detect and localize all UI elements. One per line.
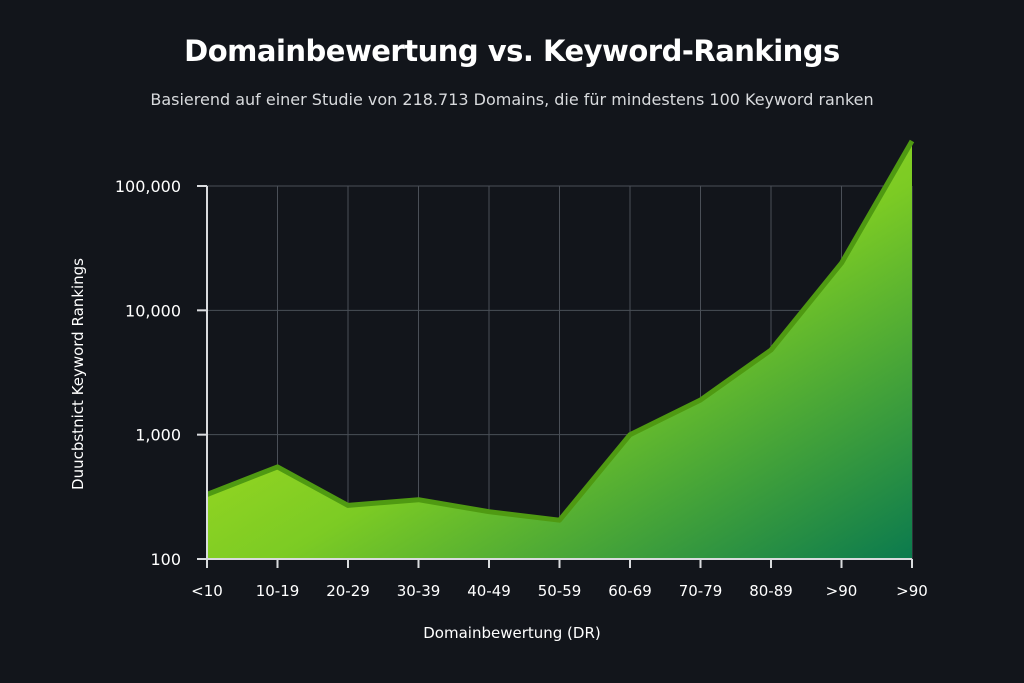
area-fill xyxy=(207,141,912,559)
tick-labels: 100 1,000 10,000 100,000 <10 10-19 20-29 30-39 4… xyxy=(115,177,928,600)
chart-title: Domainbewertung vs. Keyword-Rankings xyxy=(184,34,840,68)
y-tick-label: 100,000 xyxy=(115,177,181,196)
x-tick-label: 10-19 xyxy=(256,582,300,600)
x-axis-label: Domainbewertung (DR) xyxy=(423,624,601,642)
x-tick-label: <10 xyxy=(191,582,223,600)
x-tick-label: >90 xyxy=(896,582,928,600)
x-tick-label: 60-69 xyxy=(608,582,652,600)
x-tick-label: 20-29 xyxy=(326,582,370,600)
x-tick-label: 30-39 xyxy=(397,582,441,600)
series-area xyxy=(206,139,915,559)
y-tick-label: 1,000 xyxy=(135,426,181,445)
axes xyxy=(197,185,913,568)
chart-subtitle: Basierend auf einer Studie von 218.713 D… xyxy=(150,90,874,109)
x-tick-label: 70-79 xyxy=(679,582,723,600)
y-tick-label: 10,000 xyxy=(125,301,181,320)
x-tick-label: 50-59 xyxy=(538,582,582,600)
x-tick-label: 40-49 xyxy=(467,582,511,600)
x-tick-label: >90 xyxy=(826,582,858,600)
y-tick-label: 100 xyxy=(150,550,181,569)
x-tick-label: 80-89 xyxy=(749,582,793,600)
